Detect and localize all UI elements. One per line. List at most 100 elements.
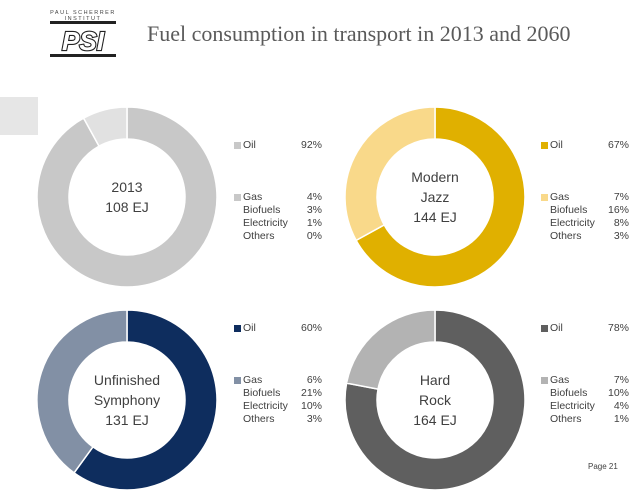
legend-swatch [234,194,241,201]
legend-entry: Biofuels 21% [234,387,322,400]
legend-swatch [234,142,241,149]
legend-value: 7% [613,191,629,203]
legend-value: 3% [306,204,322,216]
donut-center-label: Modern Jazz 144 EJ [375,167,495,227]
center-label-line: 144 EJ [413,209,457,225]
legend-swatch [234,377,241,384]
legend-entry: Gas 4% [234,191,322,204]
center-label-line: 131 EJ [105,412,149,428]
donut-slice [345,309,436,391]
legend-value: 7% [613,374,629,386]
legend-label: Others [550,413,582,425]
center-label-line: 164 EJ [413,412,457,428]
donut-center-label: 2013 108 EJ [67,177,187,217]
legend-label: Others [243,413,275,425]
donut-center-label: Hard Rock 164 EJ [375,370,495,430]
donut-chart [344,106,526,288]
chart-legend: Oil 60% Gas 6% Biofuels 21% Electricity 10% Othe… [234,322,322,426]
donut-slice [36,309,128,474]
psi-logo: PAUL SCHERRER INSTITUT PSI [40,10,126,62]
legend-label: Oil [550,322,563,334]
side-accent-bar [0,97,38,135]
center-label-line: Unfinished [93,372,161,388]
legend-entry: Biofuels 3% [234,204,322,217]
donut-chart [344,309,526,490]
legend-entry: Electricity 1% [234,217,322,230]
legend-label: Oil [550,139,563,151]
donut-slice [355,106,526,288]
legend-value: 0% [306,230,322,242]
legend-swatch [234,325,241,332]
psi-logo-mark: PSI [50,21,116,57]
legend-entry: Electricity 10% [234,400,322,413]
center-label-line: Hard [419,372,451,388]
donut-slice [344,309,526,490]
legend-value: 92% [300,139,322,151]
center-label-line: Rock [419,392,451,408]
donut-slice [82,106,128,148]
legend-entry: Others 3% [234,413,322,426]
legend-value: 3% [613,230,629,242]
donut-slice [36,106,218,288]
legend-label: Biofuels [243,387,281,399]
legend-label: Electricity [550,400,595,412]
legend-entry: Oil 60% [234,322,322,335]
legend-swatch [541,142,548,149]
legend-label: Others [243,230,275,242]
legend-entry: Others 0% [234,230,322,243]
chart-legend: Oil 67% Gas 7% Biofuels 16% Electricity 8% Other… [541,139,629,243]
donut-panel: Hard Rock 164 EJ [344,309,526,490]
legend-label: Oil [243,322,256,334]
legend-entry: Oil 78% [541,322,629,335]
legend-entry: Gas 7% [541,374,629,387]
donut-center-label: Unfinished Symphony 131 EJ [67,370,187,430]
legend-entry: Electricity 8% [541,217,629,230]
legend-value: 1% [306,217,322,229]
legend-label: Electricity [550,217,595,229]
legend-label: Gas [550,191,570,203]
svg-text:PSI: PSI [62,26,105,56]
donut-slice [344,106,436,242]
legend-entry: Oil 67% [541,139,629,152]
slide-title: Fuel consumption in transport in 2013 an… [147,21,571,46]
legend-entry: Gas 6% [234,374,322,387]
center-label-line: 2013 [111,179,143,195]
legend-entry: Others 1% [541,413,629,426]
legend-swatch [541,194,548,201]
legend-value: 67% [607,139,629,151]
legend-value: 10% [300,400,322,412]
legend-label: Oil [243,139,256,151]
legend-value: 3% [306,413,322,425]
legend-value: 21% [300,387,322,399]
legend-swatch [541,377,548,384]
legend-label: Electricity [243,400,288,412]
legend-entry: Others 3% [541,230,629,243]
donut-chart [36,106,218,288]
legend-entry: Biofuels 10% [541,387,629,400]
center-label-line: Symphony [93,392,161,408]
legend-value: 8% [613,217,629,229]
donut-panel: 2013 108 EJ [36,106,218,288]
chart-legend: Oil 92% Gas 4% Biofuels 3% Electricity 1% Others… [234,139,322,243]
center-label-line: 108 EJ [105,199,149,215]
center-label-line: Jazz [420,189,450,205]
legend-label: Gas [243,191,263,203]
legend-value: 10% [607,387,629,399]
legend-value: 16% [607,204,629,216]
center-label-line: Modern [411,169,459,185]
legend-label: Electricity [243,217,288,229]
legend-value: 78% [607,322,629,334]
legend-value: 4% [306,191,322,203]
chart-legend: Oil 78% Gas 7% Biofuels 10% Electricity 4% Other… [541,322,629,426]
legend-entry: Oil 92% [234,139,322,152]
legend-entry: Gas 7% [541,191,629,204]
legend-value: 60% [300,322,322,334]
legend-label: Biofuels [550,387,588,399]
donut-panel: Modern Jazz 144 EJ [344,106,526,288]
legend-value: 1% [613,413,629,425]
legend-label: Gas [550,374,570,386]
legend-label: Gas [243,374,263,386]
legend-label: Biofuels [550,204,588,216]
logo-org-name: PAUL SCHERRER INSTITUT [50,10,116,22]
page-number: Page 21 [588,462,618,471]
